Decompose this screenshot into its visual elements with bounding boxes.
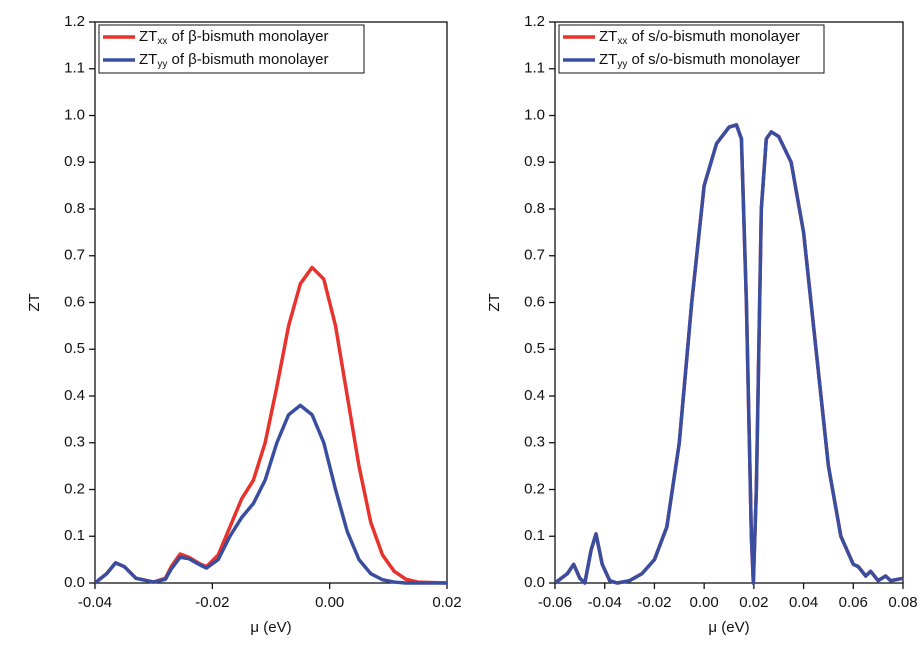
y-tick-label: 0.0	[64, 574, 85, 591]
legend-box	[98, 24, 365, 74]
y-tick-label: 0.3	[524, 434, 545, 451]
y-tick-label: 0.4	[64, 387, 85, 404]
x-tick-label: 0.02	[739, 594, 768, 611]
y-tick-label: 0.8	[64, 200, 85, 217]
y-tick-label: 0.2	[524, 480, 545, 497]
y-tick-label: 1.1	[524, 60, 545, 77]
series-line	[93, 265, 448, 585]
y-tick-label: 0.2	[64, 480, 85, 497]
x-axis-label: μ (eV)	[250, 619, 291, 636]
x-tick-label: 0.06	[839, 594, 868, 611]
y-tick-label: 0.5	[64, 340, 85, 357]
x-tick-label: 0.08	[888, 594, 917, 611]
legend-label: ZTxx of β-bismuth monolayer	[139, 28, 329, 47]
x-tick-label: 0.02	[432, 594, 461, 611]
x-tick-label: 0.00	[315, 594, 344, 611]
x-tick-label: -0.06	[538, 594, 572, 611]
x-tick-label: 0.00	[690, 594, 719, 611]
y-axis-label: ZT	[26, 293, 43, 311]
y-tick-label: 0.3	[64, 434, 85, 451]
x-tick-label: -0.02	[637, 594, 671, 611]
x-tick-label: -0.04	[78, 594, 112, 611]
plot-frame	[94, 21, 448, 584]
legend-box	[558, 24, 825, 74]
y-tick-label: 0.4	[524, 387, 545, 404]
y-tick-label: 0.6	[524, 293, 545, 310]
y-tick-label: 0.6	[64, 293, 85, 310]
plot-frame	[554, 21, 904, 584]
y-tick-label: 0.9	[524, 153, 545, 170]
legend-label: ZTyy of β-bismuth monolayer	[139, 51, 329, 70]
series-line	[553, 123, 904, 585]
y-tick-label: 0.5	[524, 340, 545, 357]
y-tick-label: 1.0	[64, 106, 85, 123]
y-tick-label: 1.0	[524, 106, 545, 123]
x-tick-label: 0.04	[789, 594, 818, 611]
series-line	[553, 123, 904, 585]
y-tick-label: 0.7	[524, 247, 545, 264]
y-tick-label: 0.7	[64, 247, 85, 264]
y-tick-label: 1.2	[64, 13, 85, 30]
legend-label: ZTxx of s/o-bismuth monolayer	[599, 28, 800, 47]
y-tick-label: 0.0	[524, 574, 545, 591]
legend-label: ZTyy of s/o-bismuth monolayer	[599, 51, 800, 70]
y-tick-label: 0.1	[64, 527, 85, 544]
x-tick-label: -0.02	[195, 594, 229, 611]
y-tick-label: 1.1	[64, 60, 85, 77]
y-tick-label: 0.9	[64, 153, 85, 170]
x-tick-label: -0.04	[588, 594, 622, 611]
y-tick-label: 1.2	[524, 13, 545, 30]
y-tick-label: 0.1	[524, 527, 545, 544]
y-axis-label: ZT	[486, 293, 503, 311]
x-axis-label: μ (eV)	[708, 619, 749, 636]
series-line	[93, 403, 447, 585]
y-tick-label: 0.8	[524, 200, 545, 217]
